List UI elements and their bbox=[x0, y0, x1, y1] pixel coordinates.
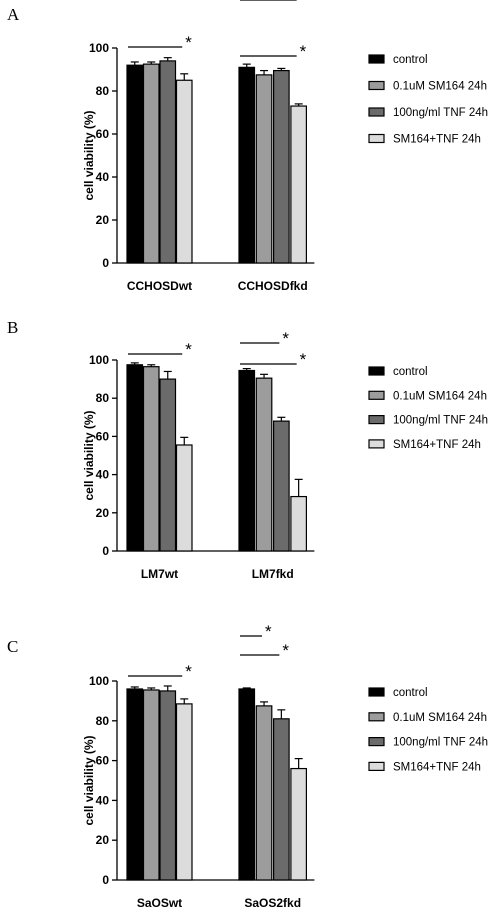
y-axis-title: cell viability (%) bbox=[82, 110, 96, 200]
y-tick-label: 20 bbox=[96, 833, 110, 847]
legend-swatch bbox=[368, 107, 385, 117]
chart-panel-b: B 0 20 40 60 80 100 cell viability (%) LM7wt LM7f… bbox=[7, 318, 488, 581]
bar-saoswt-series-3 bbox=[175, 703, 193, 881]
legend-swatch bbox=[368, 712, 385, 722]
y-tick-label: 80 bbox=[96, 391, 110, 405]
chart-panel-a: A 0 20 40 60 80 100 cell viability (%) CCHOSDwt C… bbox=[7, 5, 488, 293]
category-label: SaOS2fkd bbox=[244, 896, 301, 909]
y-tick-label: 100 bbox=[89, 41, 109, 55]
chart-panel-c: C 0 20 40 60 80 100 cell viability (%) SaOSwt SaO… bbox=[7, 0, 488, 909]
legend-swatch bbox=[368, 390, 385, 400]
legend-swatch bbox=[368, 366, 385, 376]
y-tick-label: 0 bbox=[102, 873, 109, 887]
significance-star: * bbox=[185, 662, 192, 681]
legend-label: 100ng/ml TNF 24h bbox=[393, 107, 488, 119]
y-tick-label: 20 bbox=[96, 506, 110, 520]
y-tick-label: 20 bbox=[96, 213, 110, 227]
bar-cchosdwt-series-3 bbox=[175, 79, 193, 264]
bar-cchosdfkd-series-0 bbox=[238, 66, 256, 264]
bar-lm7wt-series-3 bbox=[175, 444, 193, 552]
bar-lm7wt-series-0 bbox=[126, 364, 144, 552]
significance-star: * bbox=[282, 329, 289, 348]
bar-cchosdwt-series-0 bbox=[126, 64, 144, 264]
y-tick-label: 60 bbox=[96, 429, 110, 443]
y-tick-label: 40 bbox=[96, 468, 110, 482]
bar-lm7wt-series-2 bbox=[159, 378, 177, 552]
bar-cchosdfkd-series-3 bbox=[290, 105, 307, 264]
legend-label: SM164+TNF 24h bbox=[393, 439, 481, 451]
bar-lm7fkd-series-2 bbox=[273, 420, 290, 552]
legend-label: 100ng/ml TNF 24h bbox=[393, 737, 488, 749]
panel-letter: B bbox=[7, 318, 18, 337]
y-tick-label: 40 bbox=[96, 793, 110, 807]
bar-cchosdwt-series-2 bbox=[159, 60, 177, 264]
legend-swatch bbox=[368, 687, 385, 697]
legend-swatch bbox=[368, 133, 385, 144]
bar-saos2fkd-series-2 bbox=[273, 718, 290, 881]
bar-saos2fkd-series-0 bbox=[238, 688, 256, 881]
bar-lm7wt-series-1 bbox=[142, 366, 160, 552]
legend-swatch bbox=[368, 761, 385, 772]
bar-saoswt-series-1 bbox=[142, 689, 160, 881]
y-axis-title: cell viability (%) bbox=[82, 410, 96, 500]
y-tick-label: 100 bbox=[89, 674, 109, 688]
legend-label: 0.1uM SM164 24h bbox=[393, 712, 487, 724]
legend-label: SM164+TNF 24h bbox=[393, 134, 481, 146]
significance-star: * bbox=[282, 641, 289, 660]
y-tick-label: 80 bbox=[96, 84, 110, 98]
legend-label: SM164+TNF 24h bbox=[393, 761, 481, 773]
significance-star: * bbox=[300, 0, 307, 4]
category-label: CCHOSDfkd bbox=[238, 279, 308, 293]
legend-swatch bbox=[368, 736, 385, 747]
category-label: CCHOSDwt bbox=[127, 279, 192, 293]
legend-label: 0.1uM SM164 24h bbox=[393, 81, 487, 93]
significance-star: * bbox=[265, 622, 272, 641]
bar-saoswt-series-0 bbox=[126, 688, 144, 881]
category-label: LM7wt bbox=[141, 567, 178, 581]
y-tick-label: 60 bbox=[96, 127, 110, 141]
y-tick-label: 100 bbox=[89, 353, 109, 367]
y-tick-label: 80 bbox=[96, 714, 110, 728]
bar-saoswt-series-2 bbox=[159, 690, 177, 881]
significance-star: * bbox=[185, 33, 192, 52]
panel-letter: C bbox=[7, 637, 18, 656]
legend-label: 100ng/ml TNF 24h bbox=[393, 415, 488, 427]
y-axis-title: cell viability (%) bbox=[82, 735, 96, 825]
y-tick-label: 40 bbox=[96, 170, 110, 184]
legend-label: control bbox=[393, 687, 428, 699]
significance-star: * bbox=[300, 42, 307, 61]
y-tick-label: 0 bbox=[102, 544, 109, 558]
significance-star: * bbox=[300, 350, 307, 369]
y-tick-label: 60 bbox=[96, 754, 110, 768]
legend-swatch bbox=[368, 54, 385, 64]
bar-cchosdwt-series-1 bbox=[142, 63, 160, 264]
legend-label: 0.1uM SM164 24h bbox=[393, 390, 487, 402]
legend-swatch bbox=[368, 439, 385, 449]
legend-label: control bbox=[393, 366, 428, 378]
bar-cchosdfkd-series-1 bbox=[255, 74, 273, 264]
bar-cchosdfkd-series-2 bbox=[273, 69, 290, 264]
bar-saos2fkd-series-3 bbox=[290, 767, 307, 881]
legend-label: control bbox=[393, 54, 428, 66]
panel-letter: A bbox=[7, 5, 20, 24]
bar-lm7fkd-series-0 bbox=[238, 369, 256, 552]
y-tick-label: 0 bbox=[102, 256, 109, 270]
bar-saos2fkd-series-1 bbox=[255, 705, 273, 881]
bar-lm7fkd-series-3 bbox=[290, 495, 307, 552]
significance-star: * bbox=[185, 340, 192, 359]
bar-lm7fkd-series-1 bbox=[255, 377, 273, 552]
legend-swatch bbox=[368, 415, 385, 425]
category-label: LM7fkd bbox=[252, 567, 294, 581]
legend-swatch bbox=[368, 80, 385, 91]
category-label: SaOSwt bbox=[137, 896, 182, 909]
